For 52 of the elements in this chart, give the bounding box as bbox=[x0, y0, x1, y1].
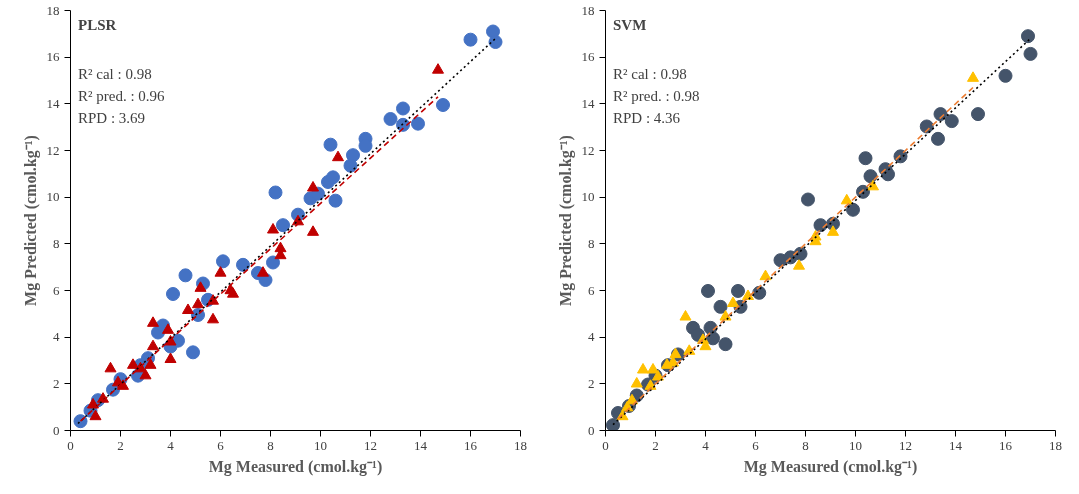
y-axis-title: Mg Predicted (cmol.kg⁻¹) bbox=[556, 135, 575, 306]
y-tick-label: 14 bbox=[581, 95, 595, 111]
x-tick-label: 6 bbox=[217, 437, 225, 453]
y-tick-label: 2 bbox=[53, 375, 60, 391]
y-tick-label: 18 bbox=[581, 2, 595, 18]
y-tick-label: 14 bbox=[46, 95, 60, 111]
y-tick-label: 10 bbox=[46, 189, 60, 205]
x-tick-label: 2 bbox=[652, 437, 659, 453]
y-tick-label: 12 bbox=[46, 142, 60, 158]
x-tick-label: 8 bbox=[267, 437, 274, 453]
y-tick-label: 8 bbox=[588, 235, 595, 251]
x-tick-label: 14 bbox=[414, 437, 428, 453]
x-tick-label: 0 bbox=[602, 437, 609, 453]
y-tick-label: 6 bbox=[53, 282, 60, 298]
x-tick-label: 10 bbox=[314, 437, 327, 453]
y-tick-label: 6 bbox=[588, 282, 595, 298]
x-tick-label: 18 bbox=[1049, 437, 1062, 453]
y-tick-label: 10 bbox=[581, 189, 595, 205]
x-tick-label: 6 bbox=[752, 437, 760, 453]
x-tick-label: 8 bbox=[802, 437, 809, 453]
y-tick-label: 16 bbox=[46, 49, 60, 65]
x-axis-title: Mg Measured (cmol.kg⁻¹) bbox=[743, 457, 918, 476]
y-axis-title: Mg Predicted (cmol.kg⁻¹) bbox=[21, 135, 40, 306]
x-tick-label: 16 bbox=[464, 437, 478, 453]
x-tick-label: 12 bbox=[899, 437, 912, 453]
y-tick-label: 2 bbox=[588, 375, 595, 391]
annotation: R² pred. : 0.98 bbox=[613, 87, 700, 104]
annotation: R² cal : 0.98 bbox=[613, 65, 687, 82]
x-tick-label: 18 bbox=[514, 437, 527, 453]
y-tick-label: 8 bbox=[53, 235, 60, 251]
annotation: R² pred. : 0.96 bbox=[78, 87, 166, 104]
chart-title: PLSR bbox=[78, 16, 117, 33]
x-tick-label: 16 bbox=[999, 437, 1013, 453]
chart-title: SVM bbox=[613, 16, 647, 33]
x-tick-label: 4 bbox=[702, 437, 710, 453]
annotation: RPD : 4.36 bbox=[613, 109, 681, 126]
y-tick-label: 18 bbox=[46, 2, 60, 18]
y-tick-label: 0 bbox=[53, 422, 60, 438]
y-tick-label: 0 bbox=[588, 422, 595, 438]
y-tick-label: 4 bbox=[53, 329, 60, 345]
x-tick-label: 4 bbox=[167, 437, 175, 453]
x-tick-label: 14 bbox=[949, 437, 963, 453]
annotation: RPD : 3.69 bbox=[78, 109, 146, 126]
y-tick-label: 16 bbox=[581, 49, 595, 65]
annotation: R² cal : 0.98 bbox=[78, 65, 152, 82]
y-tick-label: 4 bbox=[588, 329, 595, 345]
x-tick-label: 10 bbox=[849, 437, 862, 453]
x-tick-label: 2 bbox=[117, 437, 124, 453]
y-tick-label: 12 bbox=[581, 142, 595, 158]
x-tick-label: 0 bbox=[67, 437, 74, 453]
x-axis-title: Mg Measured (cmol.kg⁻¹) bbox=[208, 457, 383, 476]
x-tick-label: 12 bbox=[364, 437, 377, 453]
